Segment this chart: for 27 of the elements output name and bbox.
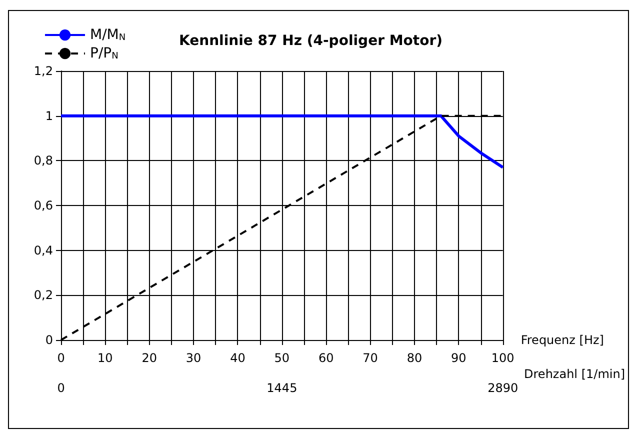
x-tick-label: 100 [491,351,514,365]
x2-tick-label: 1445 [266,381,298,395]
y-tick-label: 0,6 [34,198,53,212]
x-tick-label: 70 [362,351,378,365]
y-tick-label: 1 [45,108,53,123]
y-tick-label: 1,2 [34,64,53,78]
x-tick-label: 80 [406,351,422,365]
y-tick-label: 0,8 [34,154,53,168]
y-tick-label: 0,4 [34,243,53,258]
x-tick-label: 90 [451,351,466,365]
x-tick-label: 50 [274,351,290,365]
x-tick-label: 10 [98,351,113,365]
line-series [60,114,504,169]
chart-title: Kennlinie 87 Hz (4-poliger Motor) [179,33,443,49]
x-axis-title: Frequenz [Hz] [520,333,604,347]
legend-label: M/MN [90,27,126,43]
x-tick-label: 0 [57,351,65,365]
x2-tick-label: 0 [57,381,65,395]
x-tick-label: 40 [230,351,246,365]
x-tick-label: 60 [318,351,334,365]
x-tick-label: 30 [186,351,202,365]
y-tick-label: 0,2 [34,288,53,302]
x2-axis-title: Drehzahl [1/min] [524,367,626,381]
legend-label: P/PN [90,46,118,62]
y-tick-label: 0 [45,333,53,347]
x2-tick-label: 2890 [488,381,518,395]
x-tick-label: 20 [142,351,158,365]
